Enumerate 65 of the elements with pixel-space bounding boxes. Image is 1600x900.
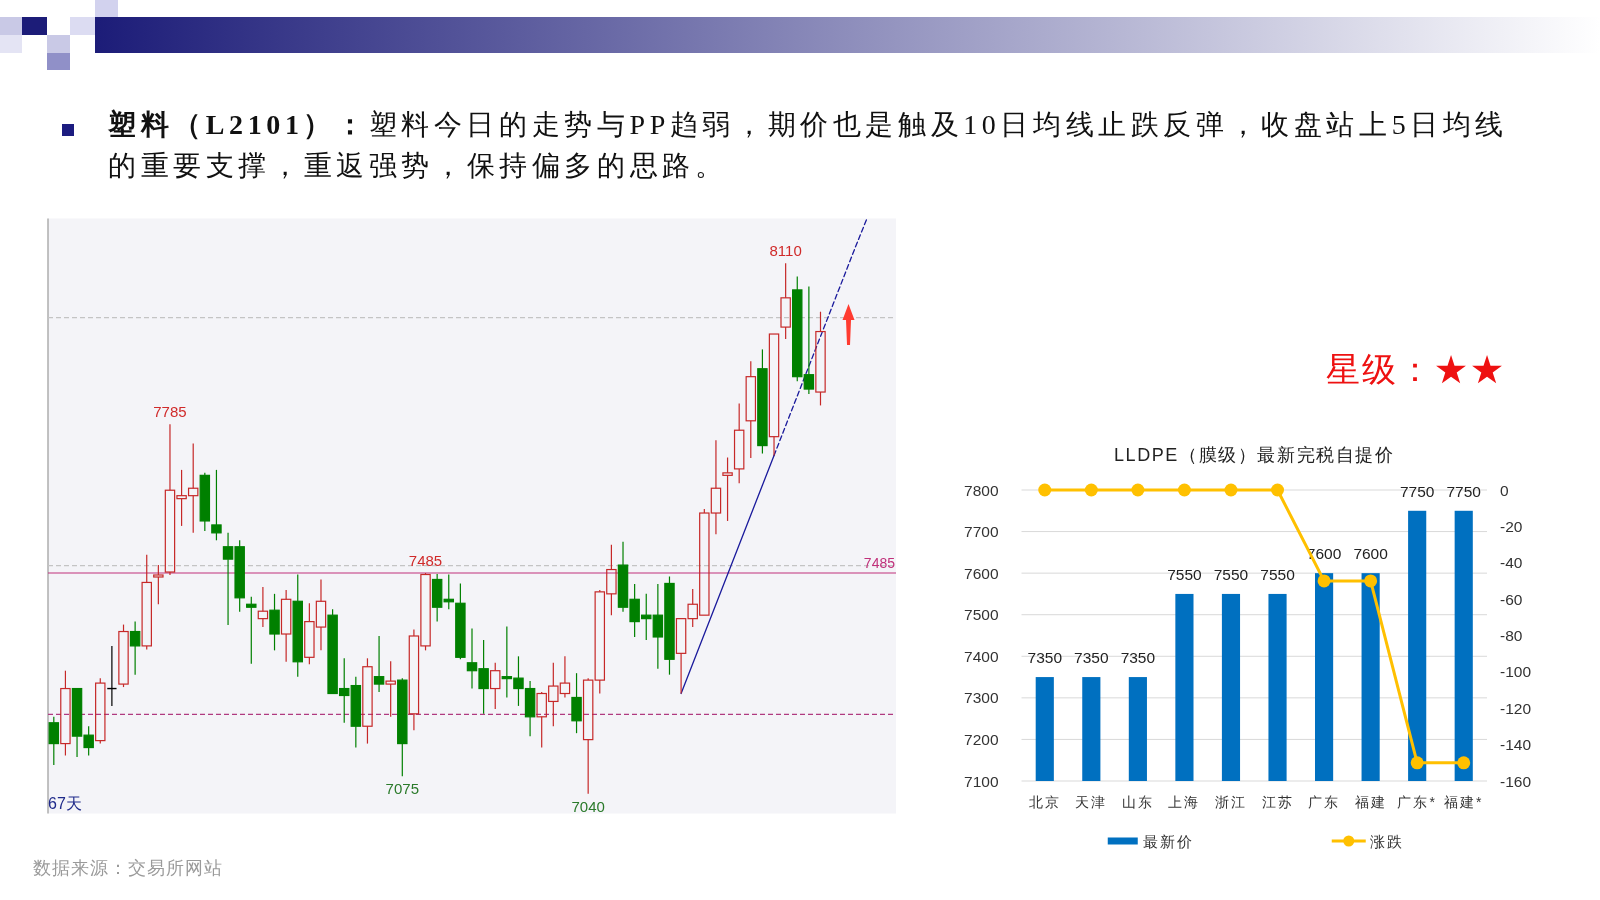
y-tick-label: 7300 [964,689,999,707]
x-tick-label: 广东 [1308,794,1341,810]
y2-tick-label: 0 [1500,481,1509,499]
data-label: 7550 [1167,565,1203,583]
point [1177,483,1191,497]
x-tick-label: 北京 [1028,794,1061,810]
y-tick-label: 7500 [964,606,999,624]
annotation: 7075 [385,780,419,798]
annotation: 7040 [571,797,605,815]
x-tick-label: 福建* [1444,794,1484,810]
annotation: 7485 [408,552,443,570]
y2-tick-label: -160 [1500,772,1532,790]
point [1457,756,1471,770]
candlestick [257,586,269,628]
data-label: 7550 [1260,565,1296,583]
point [1084,483,1098,497]
text: 星级：★★ [1326,351,1506,388]
y2-tick-label: -40 [1500,554,1523,572]
candlestick [129,621,141,676]
point [1364,574,1378,588]
y2-tick-label: -120 [1500,699,1532,717]
candlestick [385,660,396,718]
data-label: 7750 [1399,482,1435,500]
point [1038,483,1052,497]
data-label: 7750 [1446,482,1482,500]
point [1131,483,1145,497]
x-tick-label: 上海 [1168,794,1201,810]
x-tick-label: 福建 [1354,794,1387,810]
point [1224,483,1238,497]
y2-tick-label: -80 [1500,627,1523,644]
y-tick-label: 7400 [964,647,999,665]
source-note: 数据来源：交易所网站 [33,858,223,878]
legend-label: 涨跌 [1369,832,1404,850]
chart-title: 塑料（L2101）： [108,109,369,140]
x-tick-label: 广东* [1397,794,1437,810]
y-tick-label: 7800 [964,481,999,499]
data-label: 7600 [1353,545,1389,563]
x-tick-label: 江苏 [1261,794,1294,810]
annotation: 7785 [153,403,187,421]
data-label: 7350 [1027,649,1063,667]
y2-tick-label: -140 [1500,736,1532,754]
y2-tick-label: -20 [1500,517,1523,535]
x-tick-label: 天津 [1075,794,1108,810]
annotation: 67天 [48,795,82,812]
annotation: 8110 [769,242,802,260]
data-label: 7350 [1074,649,1109,667]
ref-line-label: 7485 [863,555,896,572]
chart-title: LLDPE（膜级）最新完税自提价 [1113,445,1395,465]
x-tick-label: 山东 [1121,794,1154,810]
y-tick-label: 7100 [964,772,999,790]
data-label: 7350 [1120,649,1156,667]
y2-tick-label: -100 [1500,663,1532,681]
y-tick-label: 7700 [964,523,999,541]
data-label: 7550 [1213,565,1249,583]
candlestick [280,589,292,663]
candlestick [373,635,385,693]
candlestick [768,333,780,457]
legend-label: 最新价 [1142,832,1194,850]
point [1410,756,1424,770]
point [1271,483,1285,497]
y-tick-label: 7600 [964,564,999,582]
y2-tick-label: -60 [1500,590,1523,608]
y-tick-label: 7200 [964,730,999,748]
point [1317,574,1331,588]
x-tick-label: 浙江 [1214,794,1247,810]
